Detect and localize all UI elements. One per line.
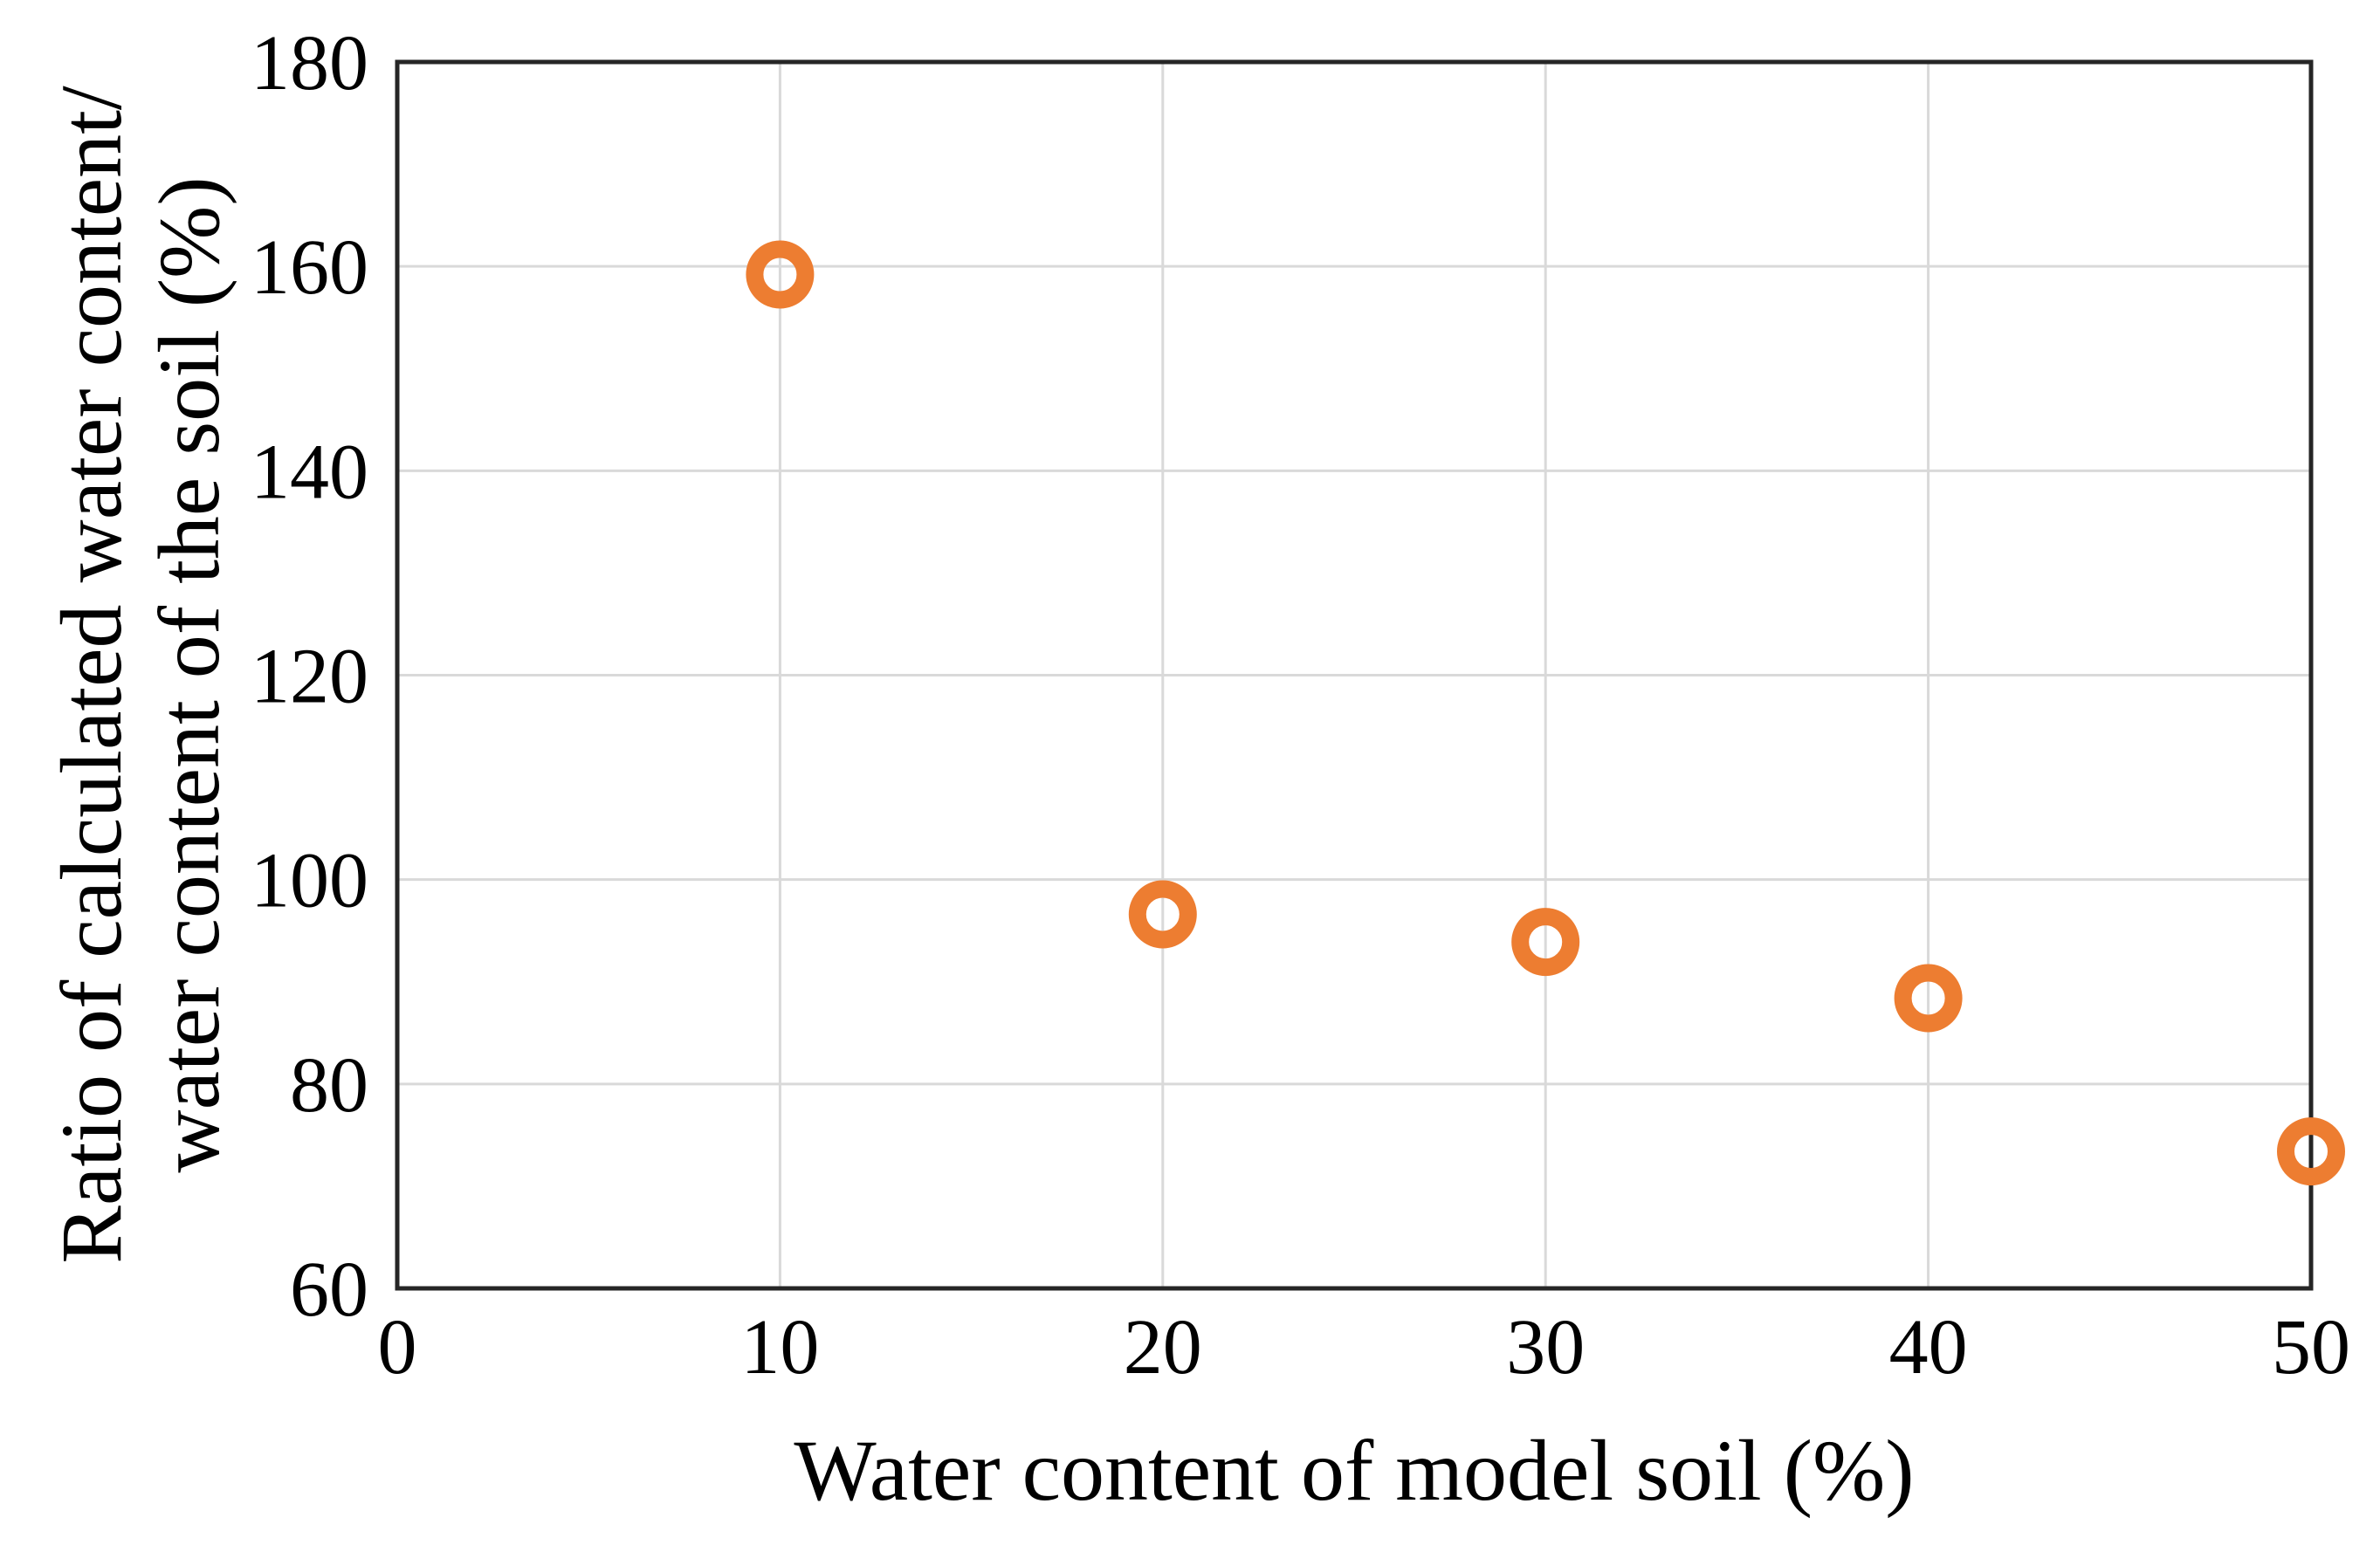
- x-tick-labels: 0 10 20 30 40 50: [378, 1304, 2351, 1390]
- y-tick-labels: 60 80 100 120 140 160 180: [251, 20, 368, 1333]
- x-tick-label: 10: [740, 1304, 819, 1390]
- data-point-marker: [1511, 908, 1580, 977]
- y-axis-title-line2: water content of the soil (%): [141, 176, 237, 1172]
- plot-frame: [395, 59, 2314, 1291]
- gridlines: [397, 62, 2311, 1288]
- y-tick-label: 160: [251, 224, 368, 311]
- data-points: [746, 240, 2345, 1186]
- data-point-marker: [746, 240, 815, 309]
- x-axis-title: Water content of model soil (%): [794, 1422, 1914, 1519]
- x-tick-label: 40: [1889, 1304, 1968, 1390]
- data-point-marker: [2277, 1117, 2345, 1186]
- plot-border: [395, 59, 2314, 1291]
- y-tick-label: 100: [251, 838, 368, 924]
- y-tick-label: 60: [290, 1246, 368, 1333]
- y-tick-label: 140: [251, 429, 368, 515]
- y-tick-label: 120: [251, 634, 368, 720]
- y-tick-label: 180: [251, 20, 368, 106]
- x-tick-label: 0: [378, 1304, 417, 1390]
- data-point-marker: [1128, 880, 1197, 949]
- x-tick-label: 20: [1124, 1304, 1202, 1390]
- y-axis-title-line1: Ratio of calculated water content/: [43, 86, 140, 1264]
- data-point-marker: [1894, 964, 1963, 1033]
- y-tick-label: 80: [290, 1042, 368, 1129]
- x-tick-label: 30: [1506, 1304, 1585, 1390]
- x-tick-label: 50: [2272, 1304, 2350, 1390]
